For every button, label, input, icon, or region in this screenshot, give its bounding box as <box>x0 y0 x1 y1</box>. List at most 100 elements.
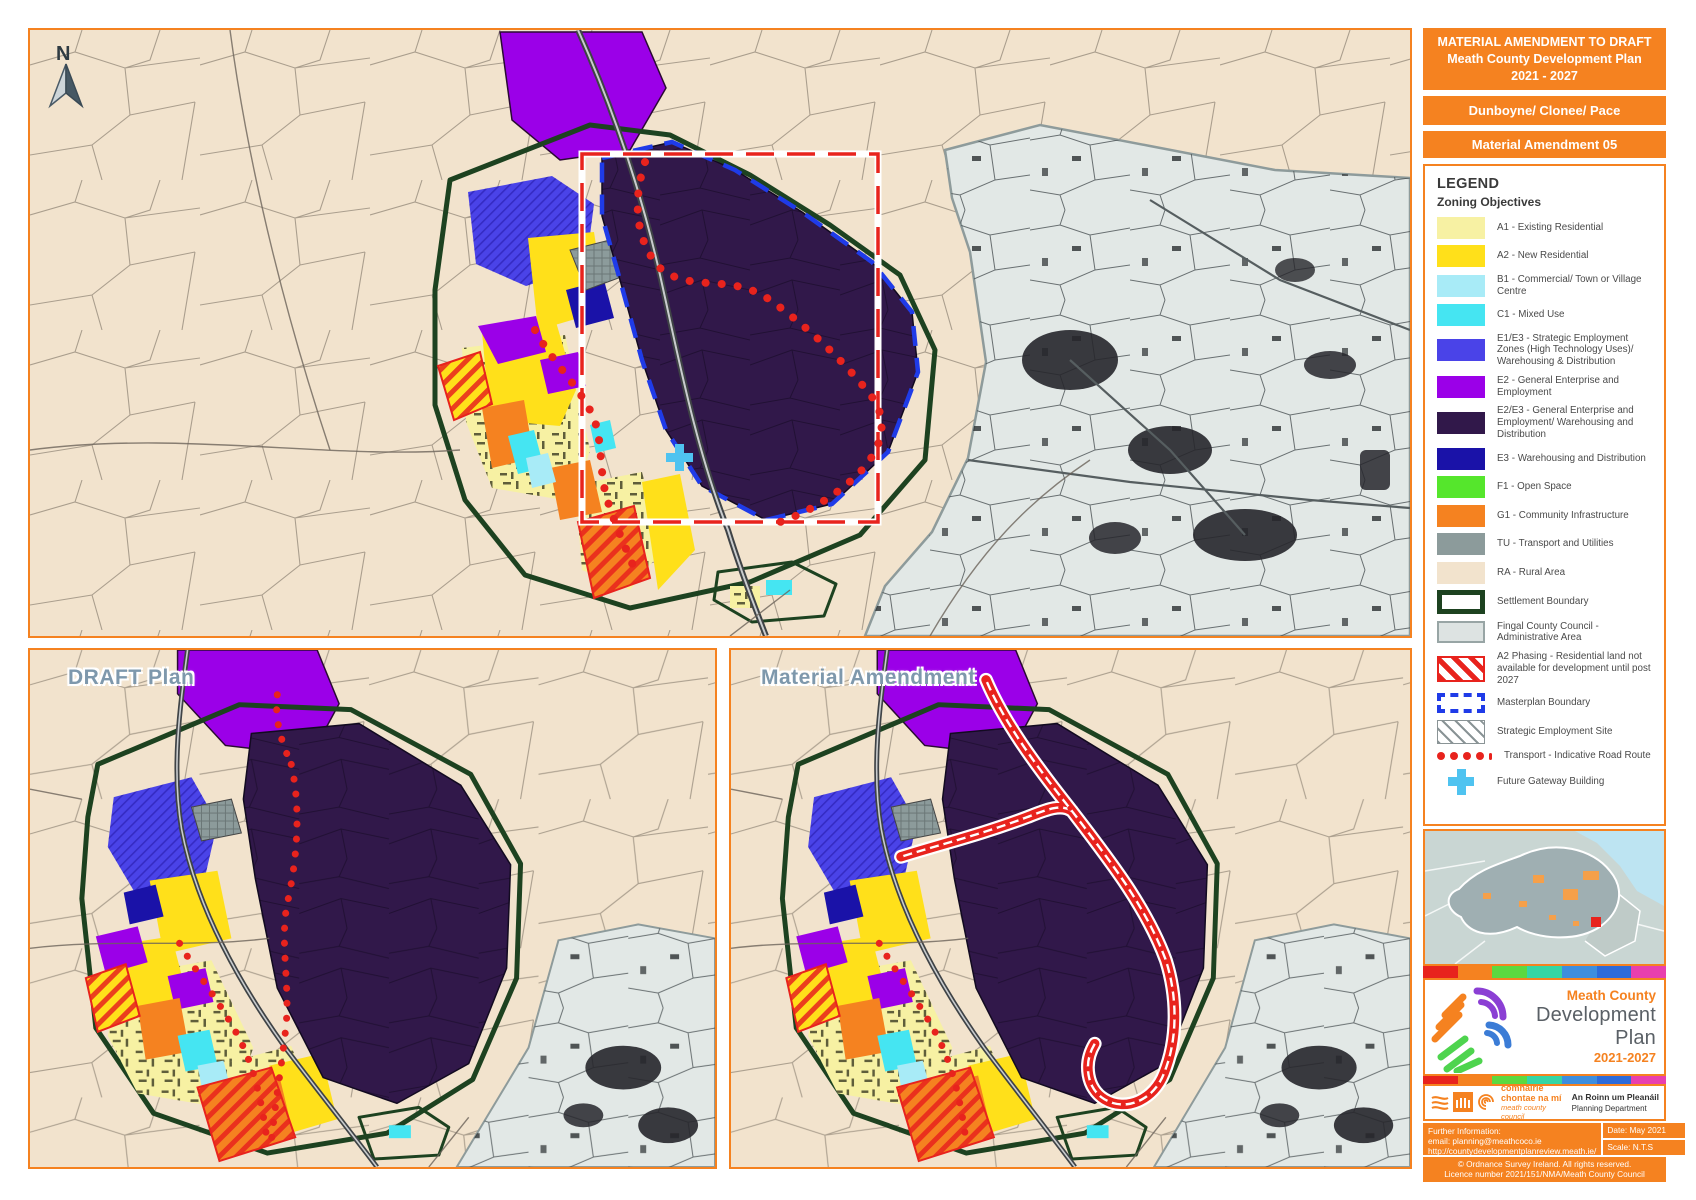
draft-plan-label: DRAFT Plan <box>68 666 195 689</box>
council-name-irish: comhairle chontae na mí <box>1501 1083 1562 1104</box>
title-line3: 2021 - 2027 <box>1511 68 1578 83</box>
legend-swatch-ses <box>1437 719 1485 744</box>
amendment-map-canvas <box>731 650 1410 1167</box>
legend-label-a2-phasing: A2 Phasing - Residential land not availa… <box>1497 650 1651 686</box>
legend-label-e1e3: E1/E3 - Strategic Employment Zones (High… <box>1497 332 1634 368</box>
material-amendment-label: Material Amendment <box>761 666 976 689</box>
legend-item-gateway: Future Gateway Building <box>1437 768 1656 795</box>
department-names: An Roinn um Pleanáil Planning Department <box>1572 1092 1659 1113</box>
legend-label-e3: E3 - Warehousing and Distribution <box>1497 452 1646 464</box>
stripe-segment <box>1561 965 1597 978</box>
legend-swatch-masterplan <box>1437 693 1485 714</box>
legend-item-e2e3: E2/E3 - General Enterprise and Employmen… <box>1437 405 1656 441</box>
copyright: © Ordnance Survey Ireland. All rights re… <box>1423 1156 1666 1183</box>
footer-further-info: Further Information: <box>1428 1125 1501 1136</box>
legend-swatch-settlement <box>1437 590 1485 614</box>
color-stripe <box>1423 965 1667 978</box>
stripe-segment <box>1423 965 1458 978</box>
north-arrow: N <box>48 43 84 109</box>
legend-label-f1: F1 - Open Space <box>1497 481 1572 493</box>
area-box: Dunboyne/ Clonee/ Pace <box>1423 95 1666 125</box>
title-line1: MATERIAL AMENDMENT TO DRAFT <box>1437 35 1652 49</box>
copyright-line2: Licence number 2021/151/NMA/Meath County… <box>1444 1169 1645 1180</box>
legend-label-tu: TU - Transport and Utilities <box>1497 538 1614 550</box>
stripe-segment <box>1631 965 1667 978</box>
footer-email[interactable]: email: planning@meathcoco.ie <box>1428 1135 1542 1146</box>
legend-label-a2: A2 - New Residential <box>1497 250 1589 262</box>
footer-info: Further Information: email: planning@mea… <box>1423 1122 1602 1157</box>
legend-label-e2e3: E2/E3 - General Enterprise and Employmen… <box>1497 405 1634 441</box>
legend-item-e3: E3 - Warehousing and Distribution <box>1437 447 1656 470</box>
legend-item-a2: A2 - New Residential <box>1437 245 1656 268</box>
legend-item-c1: C1 - Mixed Use <box>1437 304 1656 326</box>
legend-label-masterplan: Masterplan Boundary <box>1497 697 1591 709</box>
stripe-segment <box>1596 965 1632 978</box>
legend-item-tu: TU - Transport and Utilities <box>1437 533 1656 555</box>
county-inset-map <box>1423 828 1666 966</box>
draft-map-canvas <box>30 650 715 1167</box>
draft-plan-map: DRAFT Plan <box>28 648 717 1169</box>
legend-swatch-a2 <box>1437 245 1485 268</box>
indicative-road-route-dots <box>633 158 886 526</box>
title-box: MATERIAL AMENDMENT TO DRAFT Meath County… <box>1423 28 1666 90</box>
legend-item-a2-phasing: A2 Phasing - Residential land not availa… <box>1437 651 1656 687</box>
stripe-segment <box>1596 1075 1632 1084</box>
legend-swatch-e1e3 <box>1437 339 1485 362</box>
legend-label-fingal: Fingal County Council - Administrative A… <box>1497 620 1599 644</box>
sidebar: MATERIAL AMENDMENT TO DRAFT Meath County… <box>1423 28 1686 1183</box>
legend-item-route: Transport - Indicative Road Route <box>1437 750 1656 762</box>
legend-label-c1: C1 - Mixed Use <box>1497 309 1565 321</box>
development-plan-logo: Meath County Development Plan 2021-2027 <box>1423 977 1666 1076</box>
legend-swatch-e3 <box>1437 447 1485 470</box>
footer-meta: Date: May 2021 Scale: N.T.S <box>1603 1122 1686 1155</box>
council-waves-icon <box>1431 1096 1449 1110</box>
stripe-segment <box>1457 965 1493 978</box>
stripe-segment <box>1527 965 1562 978</box>
legend-swatch-route <box>1437 752 1492 761</box>
stripe-segment <box>1631 1075 1667 1084</box>
logo-mark <box>1431 987 1512 1073</box>
stripe-segment <box>1561 1075 1597 1084</box>
council-branding: comhairle chontae na mí meath county cou… <box>1423 1083 1666 1121</box>
stripe-segment <box>1492 965 1528 978</box>
legend-swatch-f1 <box>1437 476 1485 498</box>
amendment-road-corridor <box>894 672 1182 1112</box>
legend-title: LEGEND <box>1437 175 1500 192</box>
legend-item-settlement: Settlement Boundary <box>1437 590 1656 614</box>
stripe-segment <box>1492 1075 1528 1084</box>
council-building-icon <box>1453 1092 1473 1113</box>
legend-swatch-gateway <box>1437 768 1485 795</box>
legend-items: A1 - Existing Residential A2 - New Reside… <box>1437 216 1656 795</box>
legend-item-fingal: Fingal County Council - Administrative A… <box>1437 621 1656 645</box>
stripe-segment <box>1527 1075 1562 1084</box>
logo-title: Development Plan <box>1535 1004 1656 1050</box>
legend-label-a1: A1 - Existing Residential <box>1497 221 1604 233</box>
legend-swatch-ra <box>1437 561 1485 584</box>
footer-url[interactable]: http://countydevelopmentplanreview.meath… <box>1428 1146 1597 1157</box>
copyright-line1: © Ordnance Survey Ireland. All rights re… <box>1457 1158 1632 1169</box>
legend-item-masterplan: Masterplan Boundary <box>1437 693 1656 714</box>
council-names: comhairle chontae na mí meath county cou… <box>1501 1083 1567 1121</box>
legend-subtitle: Zoning Objectives <box>1437 194 1542 209</box>
masterplan-boundary-line <box>599 139 921 523</box>
logo-years: 2021-2027 <box>1593 1050 1656 1066</box>
council-rings-icon <box>1478 1094 1494 1111</box>
title-line2: Meath County Development Plan <box>1447 51 1642 66</box>
legend-item-ses: Strategic Employment Site <box>1437 719 1656 744</box>
meath-county-shape <box>1447 846 1621 938</box>
legend-item-f1: F1 - Open Space <box>1437 476 1656 498</box>
legend-swatch-a1 <box>1437 216 1485 239</box>
council-icons <box>1430 1092 1496 1113</box>
legend-item-ra: RA - Rural Area <box>1437 561 1656 584</box>
legend-item-a1: A1 - Existing Residential <box>1437 216 1656 239</box>
logo-county: Meath County <box>1566 988 1656 1004</box>
location-marker <box>1591 916 1601 927</box>
legend: LEGEND Zoning Objectives A1 - Existing R… <box>1423 163 1666 826</box>
legend-label-route: Transport - Indicative Road Route <box>1504 750 1651 762</box>
legend-swatch-e2 <box>1437 375 1485 398</box>
council-name-english: meath county council <box>1501 1103 1547 1122</box>
legend-label-e2: E2 - General Enterprise and Employment <box>1497 374 1619 398</box>
legend-swatch-e2e3 <box>1437 412 1485 435</box>
north-label: N <box>56 43 70 65</box>
main-map: N <box>28 28 1412 638</box>
